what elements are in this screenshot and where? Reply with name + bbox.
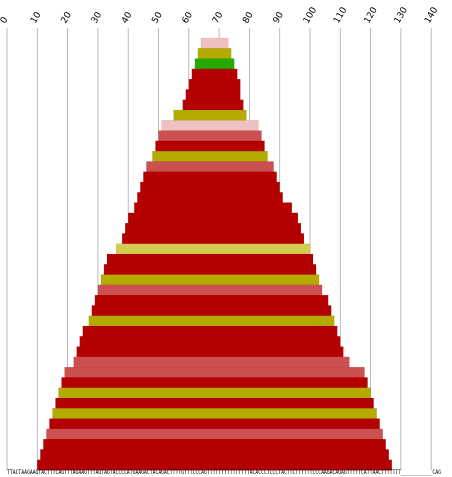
alignment-bar [188, 78, 241, 90]
alignment-bar [125, 222, 302, 234]
alignment-bar [43, 438, 386, 450]
x-tick-label: 70 [211, 10, 226, 25]
alignment-bar [97, 284, 323, 296]
sequence-label: TTACTAAGAAGTACTTTCAGTTTAGAAGTTTAGTAGTACC… [7, 469, 441, 476]
alignment-bar [146, 161, 274, 173]
alignment-bar [185, 89, 241, 101]
x-tick-label: 120 [363, 5, 380, 25]
alignment-bar [197, 48, 232, 60]
alignment-bar [79, 336, 341, 348]
x-tick-label: 130 [393, 5, 410, 25]
alignment-bar [40, 449, 389, 461]
x-tick-labels: 0 10 20 30 40 50 60 70 80 90 100 110 120 130 140 [0, 5, 441, 25]
alignment-bar [76, 346, 344, 358]
alignment-bar [158, 130, 262, 142]
alignment-bar [161, 120, 259, 132]
x-tick-label: 50 [150, 10, 165, 25]
x-tick-label: 30 [90, 10, 105, 25]
alignment-bar [121, 233, 305, 245]
alignment-bar [115, 243, 311, 255]
x-tick-label: 20 [60, 10, 75, 25]
alignment-bar [128, 212, 299, 224]
x-tick-label: 10 [29, 10, 44, 25]
alignment-bar [82, 325, 338, 337]
alignment-bar [37, 459, 392, 471]
alignment-bar [152, 150, 268, 162]
alignment-bar [200, 37, 229, 49]
alignment-bar [191, 68, 238, 80]
alignment-bar [137, 192, 283, 204]
alignment-bar [143, 171, 277, 183]
alignment-bar [55, 397, 374, 409]
x-tick-label: 100 [302, 5, 319, 25]
alignment-bar [94, 294, 329, 306]
alignment-bar [173, 109, 247, 121]
alignment-bar [46, 428, 383, 440]
alignment-bar [194, 58, 235, 70]
alignment-bar [49, 418, 380, 430]
x-tick-label: 60 [181, 10, 196, 25]
x-tick-label: 0 [0, 15, 11, 25]
alignment-bars [37, 37, 392, 471]
x-tick-label: 90 [272, 10, 287, 25]
alignment-bar [182, 99, 244, 111]
x-tick-label: 80 [241, 10, 256, 25]
alignment-bar [106, 253, 314, 265]
x-tick-label: 140 [423, 5, 440, 25]
alignment-bar [64, 366, 365, 378]
alignment-bar [134, 202, 292, 214]
alignment-bar [91, 305, 332, 317]
alignment-bar [140, 181, 280, 193]
x-tick-label: 40 [120, 10, 135, 25]
alignment-bar [103, 264, 317, 276]
alignment-bar [61, 377, 368, 389]
alignment-bar [155, 140, 265, 152]
alignment-bar [88, 315, 335, 327]
alignment-bar [52, 408, 377, 420]
alignment-bar [58, 387, 371, 399]
x-tick-label: 110 [332, 5, 349, 25]
alignment-bar [100, 274, 320, 286]
alignment-bar [73, 356, 350, 368]
